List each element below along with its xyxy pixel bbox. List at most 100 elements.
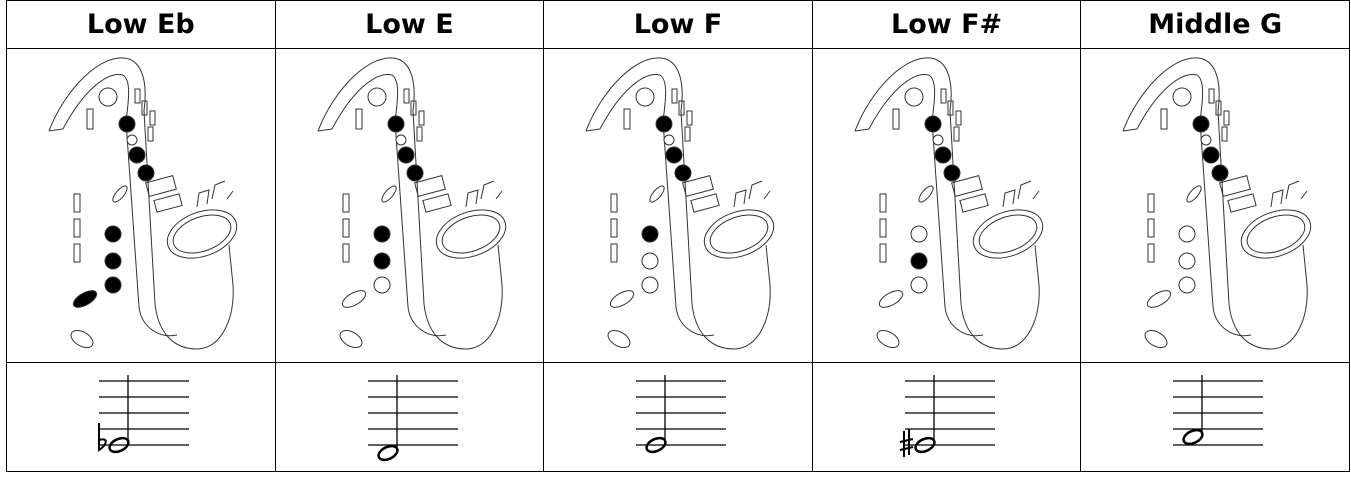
side-key-bar — [690, 193, 720, 213]
music-notes — [1270, 180, 1308, 208]
sax-mouth — [1123, 128, 1138, 132]
palm-key — [1215, 100, 1222, 116]
whole-note — [1182, 428, 1205, 446]
notation-cell — [1080, 362, 1350, 472]
side-key — [1147, 243, 1155, 263]
side-key — [879, 218, 887, 238]
sax-body — [585, 57, 771, 350]
fork-key — [1186, 185, 1203, 203]
lower-key — [641, 252, 659, 270]
sax-bell-inner — [1247, 214, 1306, 254]
staff — [636, 375, 727, 454]
upper-key — [387, 115, 405, 133]
octave-key — [1172, 87, 1192, 107]
palm-key — [416, 126, 423, 142]
upper-key — [655, 115, 673, 133]
bis-key — [932, 134, 944, 146]
upper-key — [118, 115, 136, 133]
side-key-bar — [145, 175, 177, 197]
palm-key — [955, 110, 962, 126]
fork-key — [918, 185, 934, 203]
sax-body-inner — [599, 74, 715, 337]
fork-key — [649, 185, 665, 203]
upper-key — [406, 164, 424, 182]
sax-body — [48, 57, 234, 350]
sax-diagram — [48, 57, 238, 350]
low-eb-key — [1147, 290, 1172, 308]
upper-key — [934, 146, 952, 164]
music-notes — [196, 180, 234, 208]
notation-cell — [6, 362, 276, 472]
lower-key — [1178, 276, 1196, 294]
bis-key — [1200, 134, 1212, 146]
column-header: Low F# — [811, 0, 1082, 49]
side-key — [342, 218, 350, 238]
music-notes — [733, 180, 771, 208]
lower-key — [910, 252, 928, 270]
upper-key — [137, 164, 155, 182]
music-notes — [465, 180, 502, 208]
fingering-cell — [6, 48, 276, 363]
sax-mouth — [48, 128, 64, 132]
lower-key — [373, 225, 391, 243]
octave-key — [367, 87, 387, 107]
lower-key — [104, 252, 122, 270]
upper-key — [665, 146, 683, 164]
side-key-bar — [421, 193, 452, 213]
lower-key — [373, 276, 391, 294]
side-key-bar — [950, 175, 983, 197]
side-key — [610, 218, 618, 238]
side-key — [1160, 108, 1168, 130]
flat-sign — [98, 423, 107, 452]
palm-key — [147, 126, 154, 142]
side-key — [892, 108, 900, 130]
octave-key — [98, 87, 118, 107]
sax-outline — [317, 57, 506, 350]
sharp-sign — [899, 429, 914, 457]
sax-body — [854, 57, 1040, 350]
notation-cell — [274, 362, 545, 472]
side-key-bar — [153, 193, 183, 213]
sax-body-inner — [62, 74, 178, 337]
side-key — [86, 108, 94, 130]
bis-key — [395, 134, 407, 146]
sax-outline — [854, 57, 1043, 350]
sax-mouth — [586, 128, 601, 132]
palm-key — [947, 100, 954, 116]
lower-key — [104, 225, 122, 243]
lower-key — [641, 276, 659, 294]
low-eb-key — [72, 290, 98, 308]
column-header: Low F — [543, 0, 813, 49]
staff — [367, 375, 458, 462]
sax-bell — [435, 209, 506, 259]
side-key — [73, 243, 81, 263]
sax-outline — [1122, 57, 1312, 350]
column-header: Low Eb — [6, 0, 276, 49]
fingering-cell — [274, 48, 545, 363]
palm-key — [686, 110, 693, 126]
lower-key — [1178, 252, 1196, 270]
side-key-bar — [682, 175, 715, 197]
low-key — [70, 329, 94, 349]
side-key-bar — [1219, 175, 1252, 197]
sax-body-inner — [1136, 74, 1252, 337]
side-key — [73, 218, 81, 238]
lower-key — [910, 276, 928, 294]
upper-key — [674, 164, 692, 182]
whole-note — [376, 444, 399, 462]
lower-key — [641, 225, 659, 243]
side-key — [342, 193, 350, 213]
palm-key — [410, 100, 417, 116]
octave-key — [635, 87, 655, 107]
palm-key — [1223, 110, 1230, 126]
side-key — [73, 193, 81, 213]
sax-diagram — [317, 57, 506, 350]
palm-key — [940, 88, 947, 104]
octave-key — [904, 87, 924, 107]
staff — [899, 375, 995, 457]
fingering-cell — [811, 48, 1082, 363]
low-key — [339, 329, 363, 349]
side-key — [1147, 218, 1155, 238]
sax-bell-inner — [978, 214, 1038, 254]
